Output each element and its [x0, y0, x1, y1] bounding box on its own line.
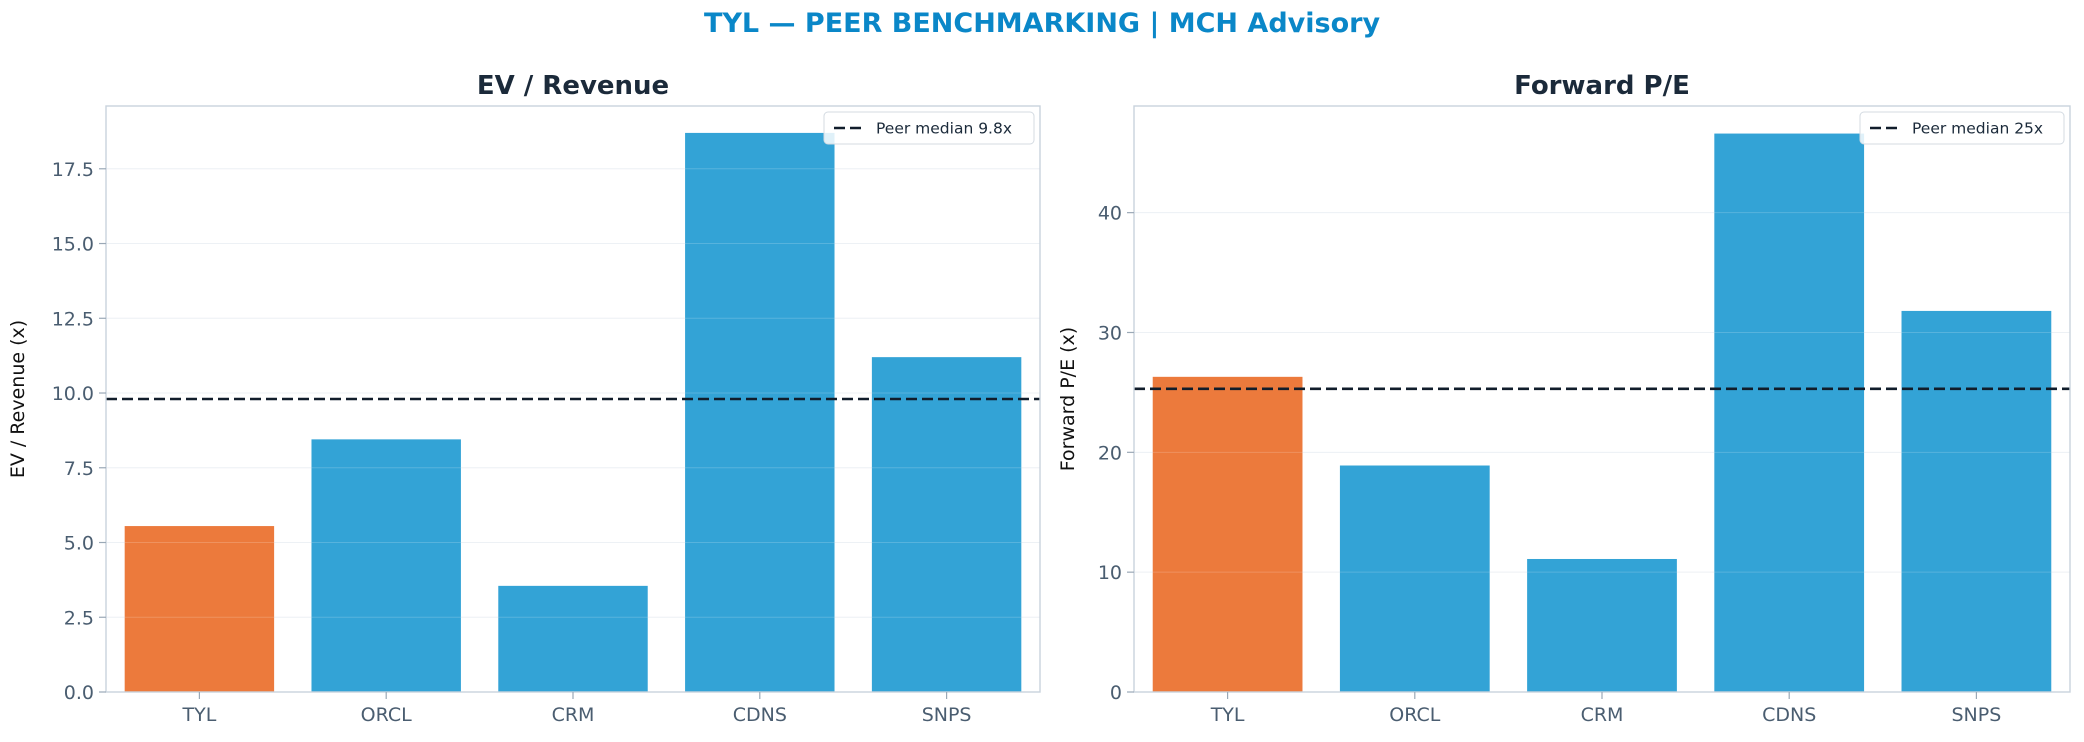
y-tick-label: 0.0	[64, 682, 94, 704]
y-tick-label: 30	[1098, 322, 1122, 344]
x-tick-label: CDNS	[1762, 704, 1816, 726]
y-axis-label: Forward P/E (x)	[1057, 327, 1079, 471]
bar-snps	[1901, 310, 2052, 692]
bar-cdns	[685, 132, 835, 693]
x-tick-label: CDNS	[733, 704, 787, 726]
y-tick-label: 2.5	[64, 607, 94, 629]
y-tick-label: 7.5	[64, 458, 94, 480]
chart-panel-1: 0.0 2.5 5.0 7.5 10.0 12.5 15.0 17.5 TYL ORCL CRM CD…	[7, 71, 1041, 726]
y-tick-label: 40	[1098, 203, 1122, 225]
bar-tyl	[124, 526, 275, 692]
y-tick-label: 10.0	[52, 383, 94, 405]
x-tick-label: SNPS	[922, 704, 972, 726]
chart-title: Forward P/E	[1514, 71, 1690, 101]
figure-title: TYL — PEER BENCHMARKING | MCH Advisory	[703, 8, 1381, 39]
chart-title: EV / Revenue	[477, 71, 669, 101]
bar-crm	[1527, 558, 1677, 692]
y-tick-label: 17.5	[52, 159, 94, 181]
x-tick-label: ORCL	[361, 704, 412, 726]
x-tick-label: TYL	[1210, 704, 1245, 726]
y-axis-label: EV / Revenue (x)	[7, 320, 29, 478]
y-tick-label: 15.0	[52, 234, 94, 256]
y-tick-label: 20	[1098, 442, 1122, 464]
bar-orcl	[311, 439, 461, 692]
y-tick-label: 10	[1098, 562, 1122, 584]
x-tick-label: TYL	[181, 704, 216, 726]
y-tick-label: 5.0	[64, 533, 94, 555]
legend: Peer median 9.8x	[823, 111, 1035, 145]
legend-label: Peer median 9.8x	[876, 120, 1012, 138]
x-tick-label: CRM	[1581, 704, 1624, 726]
legend-box	[823, 111, 1035, 145]
y-tick-label: 0	[1110, 682, 1122, 704]
x-tick-label: CRM	[552, 704, 595, 726]
bar-tyl	[1152, 376, 1303, 692]
legend: Peer median 25x	[1859, 111, 2065, 145]
bar-cdns	[1714, 133, 1865, 692]
chart-panel-2: 0 10 20 30 40 TYL ORCL CRM CDNS SNPS Forward P/E Fo…	[1057, 71, 2071, 726]
legend-box	[1859, 111, 2065, 145]
bar-snps	[871, 357, 1022, 692]
x-tick-label: ORCL	[1389, 704, 1440, 726]
x-tick-label: SNPS	[1952, 704, 2002, 726]
bar-crm	[498, 585, 648, 692]
bar-orcl	[1339, 465, 1490, 692]
legend-label: Peer median 25x	[1912, 120, 2043, 138]
y-tick-label: 12.5	[52, 308, 94, 330]
